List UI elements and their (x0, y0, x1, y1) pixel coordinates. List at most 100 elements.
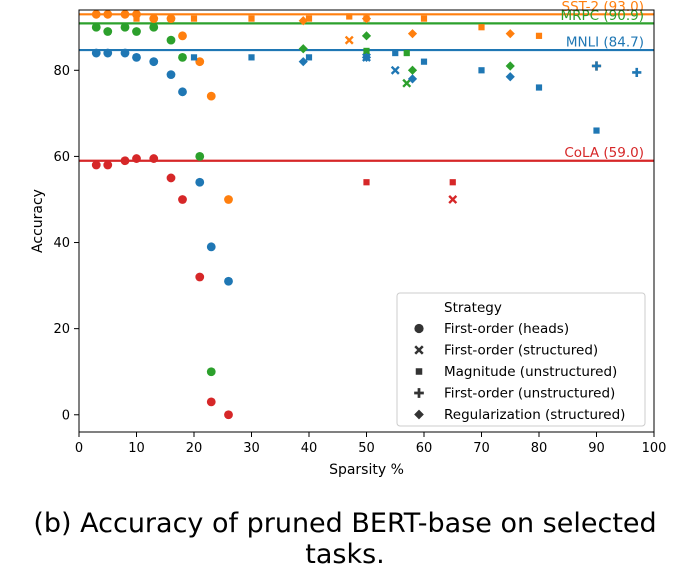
point-mnli-square (190, 54, 198, 61)
legend-marker-square (415, 368, 423, 375)
point-mrpc-circle (206, 367, 216, 377)
x-axis-label: Sparsity % (329, 462, 404, 478)
point-sst-2-circle (120, 9, 130, 19)
point-mnli-circle (206, 242, 216, 252)
legend-marker-x (414, 345, 424, 355)
point-sst-2-circle (91, 9, 101, 19)
point-sst-2-circle (178, 31, 187, 41)
point-mnli-diamond (361, 52, 372, 62)
x-tick-label: 0 (75, 441, 83, 456)
point-cola-circle (149, 154, 159, 163)
x-tick-label: 50 (358, 441, 375, 456)
point-mrpc-x (402, 78, 412, 88)
point-sst-2-square (133, 15, 140, 22)
point-mnli-square (535, 84, 543, 91)
point-mnli-square (133, 54, 140, 61)
point-sst-2-square (420, 15, 428, 22)
axes: 0 10 20 30 40 50 60 70 80 90 100 0 20 40 60 80 Sparsity … (30, 9, 667, 478)
reference-label-cola: CoLA (59.0) (564, 145, 644, 161)
x-tick-label: 10 (128, 441, 145, 456)
legend-marker-diamond (414, 409, 424, 420)
legend-box (396, 292, 646, 427)
point-sst-2-circle (149, 14, 159, 24)
point-cola-circle (206, 397, 216, 407)
point-mnli-circle (166, 70, 176, 79)
point-mrpc-square (363, 47, 370, 55)
accuracy-scatter-chart: SST-2 (93.0)MRPC (90.9) MNLI (84.7) CoLA (… (30, 0, 667, 478)
y-axis-label: Accuracy (30, 189, 46, 253)
point-cola-circle (120, 156, 130, 166)
point-sst-2-square (190, 15, 198, 22)
x-tick-label: 80 (531, 441, 548, 456)
point-sst-2-circle (206, 91, 216, 101)
point-mnli-square (248, 54, 255, 61)
legend-marker-circle (414, 323, 424, 334)
point-cola-circle (132, 154, 141, 163)
y-tick-label: 20 (53, 322, 70, 337)
point-cola-circle (178, 195, 187, 204)
point-sst-2-diamond (407, 29, 418, 39)
point-mrpc-square (403, 49, 410, 57)
y-tick-label: 40 (53, 236, 70, 251)
legend-entry-label: Magnitude (unstructured) (444, 364, 617, 380)
point-sst-2-square (248, 15, 255, 22)
y-tick-label: 0 (62, 408, 70, 423)
x-tick-label: 100 (642, 441, 667, 456)
x-tick-label: 40 (301, 441, 318, 456)
point-mnli-square (392, 49, 399, 57)
point-mnli-circle (103, 48, 113, 58)
point-mnli-circle (178, 87, 187, 97)
point-mrpc-circle (120, 22, 130, 32)
point-cola-square (449, 179, 456, 186)
point-sst-2-square (305, 15, 313, 22)
point-sst-2-square (346, 13, 353, 20)
point-sst-2-circle (224, 195, 233, 204)
legend-entry-label: First-order (unstructured) (444, 386, 615, 402)
point-mnli-square (593, 127, 600, 134)
point-mnli-diamond (298, 57, 308, 67)
point-mnli-circle (120, 48, 130, 58)
x-tick-label: 90 (588, 441, 605, 456)
point-mnli-plus (632, 67, 642, 78)
point-cola-circle (166, 173, 176, 183)
point-cola-x (448, 195, 458, 204)
point-mrpc-circle (178, 52, 187, 62)
point-mnli-diamond (407, 74, 418, 84)
point-cola-circle (195, 272, 205, 282)
point-cola-square (363, 179, 370, 186)
legend-entry-label: First-order (heads) (444, 321, 569, 337)
point-sst-2-diamond (361, 14, 372, 24)
point-mrpc-diamond (505, 61, 515, 71)
point-mrpc-circle (149, 22, 159, 32)
point-sst-2-x (344, 35, 354, 45)
point-mnli-square (305, 54, 313, 61)
point-mnli-circle (149, 57, 159, 67)
x-tick-label: 70 (473, 441, 490, 456)
legend-entry-label: First-order (structured) (444, 343, 598, 359)
point-mnli-x (390, 65, 400, 75)
point-sst-2-circle (103, 9, 113, 19)
point-mrpc-circle (132, 27, 141, 36)
point-mnli-square (420, 58, 428, 65)
point-cola-circle (224, 410, 233, 420)
legend-entry-label: Regularization (structured) (444, 407, 625, 423)
point-sst-2-circle (195, 57, 205, 67)
x-tick-label: 30 (243, 441, 260, 456)
point-mnli-circle (91, 48, 101, 58)
point-sst-2-square (478, 24, 485, 31)
point-mnli-square (478, 67, 485, 74)
reference-label-sst-2: SST-2 (93.0) (562, 0, 645, 15)
point-mrpc-circle (103, 27, 113, 36)
figure-caption: (b) Accuracy of pruned BERT-base on sele… (33, 508, 657, 570)
point-mnli-circle (195, 177, 205, 187)
data-points (91, 9, 642, 420)
point-mnli-diamond (505, 72, 515, 82)
point-sst-2-diamond (298, 16, 308, 26)
point-sst-2-square (535, 32, 543, 39)
legend: Strategy First-order (heads) First-order (… (396, 292, 646, 427)
point-mrpc-diamond (298, 44, 308, 54)
point-mrpc-circle (91, 22, 101, 32)
point-sst-2-diamond (505, 29, 515, 39)
point-cola-circle (103, 160, 113, 170)
point-mnli-circle (224, 276, 233, 286)
